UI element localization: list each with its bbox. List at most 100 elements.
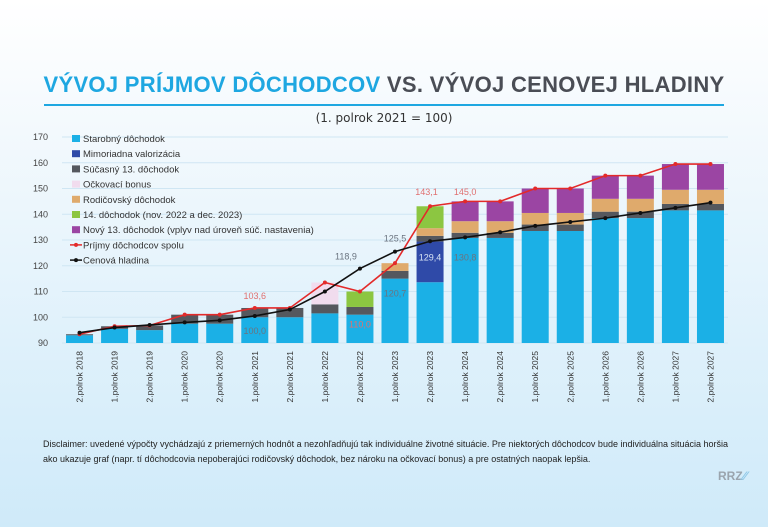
chart-title: VÝVOJ PRÍJMOV DÔCHODCOV VS. VÝVOJ CENOVE…	[0, 72, 768, 98]
x-tick-label: 1.polrok 2025	[530, 351, 540, 403]
bar-segment	[451, 221, 479, 233]
x-tick-label: 1.polrok 2023	[390, 351, 400, 403]
x-tick-label: 2.polrok 2021	[285, 351, 295, 403]
legend-label: Príjmy dôchodcov spolu	[83, 240, 184, 251]
data-label: 130,8	[454, 253, 477, 263]
legend-item: Očkovací bonus	[72, 180, 151, 191]
line-point	[708, 200, 713, 205]
bar-segment	[66, 335, 94, 343]
bar-segment	[591, 218, 619, 343]
line-point	[603, 173, 608, 178]
bar-segment	[556, 224, 584, 231]
x-tick-label: 1.polrok 2024	[460, 351, 470, 403]
legend-item: Nový 13. dôchodok (vplyv nad úroveň súč.…	[72, 225, 314, 236]
line-point	[112, 325, 117, 330]
bar-segment	[416, 241, 444, 283]
legend-swatch	[72, 165, 80, 173]
x-tick-label: 2.polrok 2026	[635, 351, 645, 403]
legend-swatch	[72, 211, 80, 218]
line-point	[182, 312, 187, 317]
bar-segment	[521, 230, 549, 343]
bar-segment	[346, 314, 374, 343]
line-point	[638, 173, 643, 178]
chart-subtitle: (1. polrok 2021 = 100)	[315, 111, 453, 125]
line-point	[357, 266, 362, 271]
title-part2: VS. VÝVOJ CENOVEJ HLADINY	[386, 72, 725, 97]
y-tick-label: 140	[33, 209, 48, 219]
bar-segment	[101, 328, 129, 343]
legend-item: Cenová hladina	[70, 256, 150, 267]
legend-label: Rodičovský dôchodok	[83, 195, 176, 206]
bar-segment	[171, 323, 199, 343]
bar-segment	[626, 218, 654, 343]
legend-swatch	[72, 226, 80, 234]
bar-segment	[171, 314, 199, 324]
line-point	[428, 239, 433, 244]
data-label: 120,7	[384, 289, 407, 299]
legend-item: Súčasný 13. dôchodok	[72, 164, 179, 175]
x-tick-label: 2.polrok 2023	[425, 351, 435, 403]
legend-label: Očkovací bonus	[83, 180, 151, 191]
bar-segment	[696, 164, 724, 190]
line-point	[287, 307, 292, 312]
x-tick-label: 2.polrok 2019	[145, 351, 155, 403]
line-point	[463, 235, 468, 240]
x-tick-label: 2.polrok 2020	[215, 351, 225, 403]
y-tick-label: 170	[33, 132, 48, 142]
data-label: 129,4	[419, 253, 442, 263]
bar-segment	[381, 278, 409, 343]
title-divider	[44, 104, 724, 106]
bar-segment	[346, 306, 374, 315]
bar-segment	[486, 221, 514, 233]
disclaimer: Disclaimer: uvedené výpočty vychádzajú z…	[43, 439, 729, 464]
legend-swatch	[72, 150, 80, 158]
bar-segment	[241, 317, 269, 343]
bar-segment	[451, 201, 479, 222]
bar-segment	[486, 232, 514, 238]
legend-label: 14. dôchodok (nov. 2022 a dec. 2023)	[83, 210, 242, 221]
line-point	[357, 289, 362, 294]
logo-text: RRZ	[718, 469, 743, 483]
y-tick-label: 120	[33, 261, 48, 271]
legend-item: Starobný dôchodok	[72, 134, 165, 145]
bar-segment	[416, 206, 444, 229]
line-point	[708, 162, 713, 167]
line-point	[428, 204, 433, 209]
line-point	[322, 289, 327, 294]
line-point	[533, 186, 538, 191]
bar-segment	[451, 232, 479, 238]
data-label: 145,0	[454, 187, 477, 197]
data-label: 125,5	[384, 233, 407, 243]
bar-segment	[521, 212, 549, 225]
line-point	[393, 261, 397, 266]
data-label: 103,6	[244, 291, 267, 301]
bar-segment	[626, 175, 654, 199]
bar-segment	[661, 164, 689, 190]
line-point	[217, 312, 222, 317]
bar-segment	[661, 210, 689, 343]
bar-segment	[556, 212, 584, 225]
bar-segment	[346, 291, 374, 307]
line-point	[77, 330, 82, 335]
line-point	[147, 322, 152, 327]
x-tick-label: 1.polrok 2020	[180, 351, 190, 403]
line-point	[603, 216, 608, 221]
x-tick-label: 2.polrok 2018	[75, 351, 85, 403]
x-tick-label: 1.polrok 2027	[670, 351, 680, 403]
rrz-logo: RRZ⁄⁄	[718, 469, 747, 483]
legend-item: Príjmy dôchodcov spolu	[70, 240, 184, 251]
legend-label: Starobný dôchodok	[83, 134, 165, 145]
legend-label: Súčasný 13. dôchodok	[83, 164, 179, 175]
line-point	[568, 219, 573, 224]
line-point	[673, 205, 678, 210]
y-tick-label: 160	[33, 158, 48, 168]
data-label: 143,1	[415, 187, 438, 197]
bar-segment	[276, 317, 304, 343]
legend-label: Cenová hladina	[83, 256, 150, 267]
bar-segment	[136, 325, 164, 331]
bar-segment	[591, 175, 619, 199]
bar-segment	[591, 211, 619, 219]
legend-item: Mimoriadna valorizácia	[72, 149, 181, 160]
bar-segment	[451, 237, 479, 343]
line-point	[498, 199, 503, 204]
